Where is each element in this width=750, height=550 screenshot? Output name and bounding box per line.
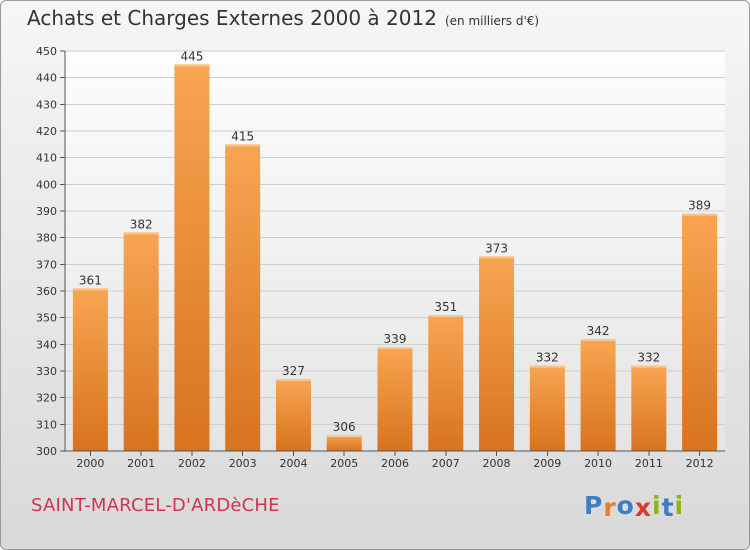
bar-value-label: 332 <box>637 351 660 365</box>
bar <box>682 213 718 451</box>
y-tick-label: 360 <box>36 285 57 298</box>
bar-value-label: 445 <box>180 49 203 63</box>
bar-value-label: 351 <box>434 300 457 314</box>
bar-value-label: 327 <box>282 364 305 378</box>
bar-highlight <box>377 347 413 349</box>
logo-letter: o <box>616 491 635 520</box>
bar <box>72 288 108 451</box>
bar-value-label: 373 <box>485 241 508 255</box>
y-tick-label: 350 <box>36 312 57 325</box>
x-tick-label: 2008 <box>483 457 511 470</box>
bar-highlight <box>631 365 667 368</box>
bar-highlight <box>428 315 464 317</box>
bar-highlight <box>225 144 261 147</box>
bar-highlight <box>529 365 565 368</box>
y-tick-label: 340 <box>36 338 57 351</box>
y-tick-label: 430 <box>36 98 57 111</box>
x-tick-label: 2012 <box>686 457 714 470</box>
bar-highlight <box>275 379 311 381</box>
y-tick-label: 440 <box>36 72 57 85</box>
title-text: Achats et Charges Externes 2000 à 2012 <box>27 6 437 30</box>
x-tick-label: 2005 <box>330 457 358 470</box>
y-tick-label: 410 <box>36 152 57 165</box>
chart-subtitle: (en milliers d'€) <box>444 14 540 28</box>
bar <box>326 435 362 451</box>
logo-letter: r <box>603 493 617 522</box>
bar-value-label: 332 <box>536 351 559 365</box>
x-tick-label: 2000 <box>76 457 104 470</box>
location-name: SAINT-MARCEL-D'ARDèCHE <box>31 495 280 516</box>
logo-letter: t <box>661 493 675 522</box>
x-tick-label: 2004 <box>279 457 307 470</box>
y-tick-label: 400 <box>36 178 57 191</box>
logo-letter: i <box>674 491 685 520</box>
bar <box>479 256 515 451</box>
x-tick-label: 2002 <box>178 457 206 470</box>
logo-letter: x <box>634 493 652 522</box>
bar-value-label: 382 <box>130 217 153 231</box>
x-tick-label: 2003 <box>229 457 257 470</box>
y-tick-label: 300 <box>36 445 57 458</box>
y-tick-label: 380 <box>36 232 57 245</box>
bar-highlight <box>580 339 616 341</box>
logo-letter: i <box>652 491 662 520</box>
bar <box>428 315 464 451</box>
bar-highlight <box>123 232 159 235</box>
bar-value-label: 389 <box>688 199 711 213</box>
logo-letter: P <box>584 491 604 520</box>
bar <box>225 144 261 452</box>
bar-value-label: 415 <box>231 129 254 143</box>
bar-value-label: 361 <box>79 273 102 287</box>
bar-highlight <box>682 213 718 216</box>
y-tick-label: 370 <box>36 258 57 271</box>
bar <box>174 64 210 452</box>
y-tick-label: 420 <box>36 125 57 138</box>
x-tick-label: 2010 <box>584 457 612 470</box>
bar-highlight <box>479 256 515 259</box>
x-tick-label: 2006 <box>381 457 409 470</box>
bar-highlight <box>174 64 210 67</box>
y-tick-label: 330 <box>36 365 57 378</box>
y-tick-label: 310 <box>36 418 57 431</box>
y-tick-label: 390 <box>36 205 57 218</box>
x-tick-label: 2007 <box>432 457 460 470</box>
bar <box>377 347 413 451</box>
chart-title: Achats et Charges Externes 2000 à 2012 (e… <box>27 6 539 30</box>
x-tick-label: 2009 <box>533 457 561 470</box>
bar-value-label: 339 <box>384 332 407 346</box>
proxiti-logo: Proxiti <box>584 491 685 522</box>
bar-highlight <box>326 435 362 437</box>
bar <box>275 379 311 451</box>
bar <box>631 365 667 451</box>
x-tick-label: 2001 <box>127 457 155 470</box>
bar <box>580 339 616 451</box>
bar-highlight <box>72 288 108 291</box>
y-tick-label: 320 <box>36 392 57 405</box>
bar <box>123 232 159 451</box>
bar-value-label: 342 <box>587 324 610 338</box>
x-tick-label: 2011 <box>635 457 663 470</box>
bar <box>529 365 565 451</box>
bar-value-label: 306 <box>333 420 356 434</box>
y-tick-label: 450 <box>36 45 57 58</box>
